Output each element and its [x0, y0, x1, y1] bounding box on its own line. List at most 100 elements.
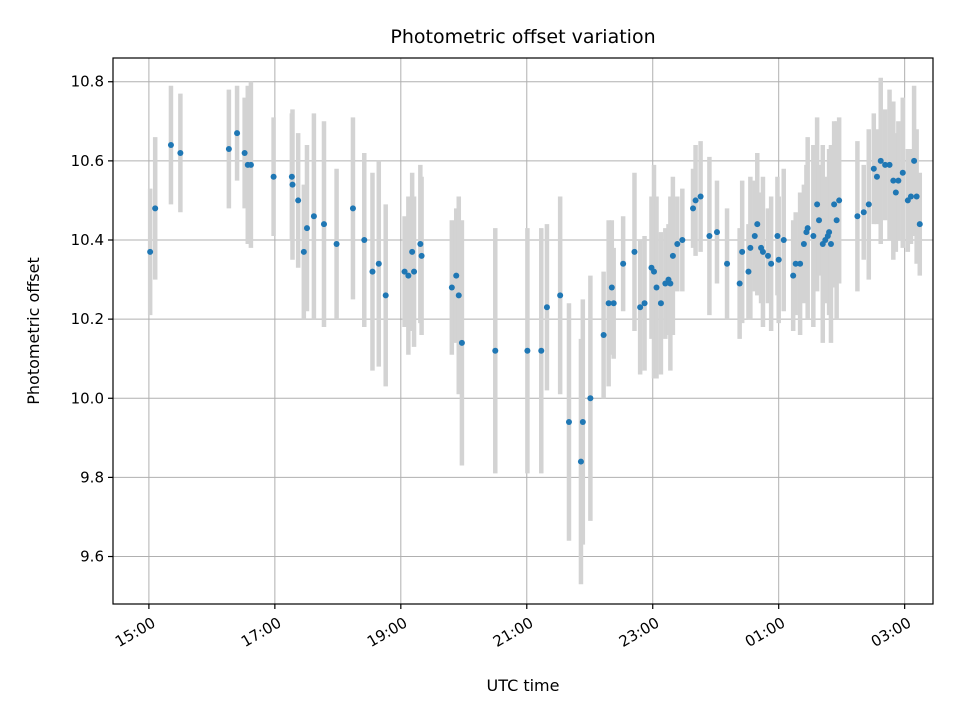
data-point — [747, 244, 754, 251]
data-point — [674, 240, 681, 247]
data-point — [405, 272, 412, 279]
data-point — [836, 197, 843, 204]
data-point — [152, 205, 159, 212]
data-point — [826, 229, 833, 236]
data-point — [913, 193, 920, 200]
data-point — [790, 272, 797, 279]
data-point — [759, 248, 766, 255]
data-point — [810, 233, 817, 240]
y-tick-label: 10.8 — [71, 73, 104, 91]
data-point — [409, 248, 416, 255]
data-point — [692, 197, 699, 204]
data-point — [605, 300, 612, 307]
data-point — [775, 256, 782, 263]
data-point — [697, 193, 704, 200]
data-point — [804, 225, 811, 232]
data-point — [690, 205, 697, 212]
data-point — [177, 149, 184, 156]
data-point — [895, 177, 902, 184]
data-point — [814, 201, 821, 208]
data-point — [167, 142, 174, 149]
chart-title: Photometric offset variation — [390, 26, 655, 48]
data-point — [631, 248, 638, 255]
data-point — [453, 272, 460, 279]
data-point — [827, 240, 834, 247]
data-point — [620, 260, 627, 267]
data-point — [247, 161, 254, 168]
data-point — [916, 221, 923, 228]
data-point — [865, 201, 872, 208]
data-point — [657, 300, 664, 307]
data-point — [349, 205, 356, 212]
data-point — [565, 419, 572, 425]
data-point — [745, 268, 752, 275]
data-point — [524, 347, 531, 354]
data-point — [557, 292, 564, 299]
data-point — [587, 395, 594, 402]
data-point — [800, 240, 807, 247]
data-point — [270, 173, 277, 180]
data-point — [637, 304, 644, 311]
data-point — [899, 169, 906, 176]
data-point — [320, 221, 327, 228]
data-point — [780, 237, 787, 243]
data-point — [455, 292, 462, 299]
data-point — [816, 217, 823, 224]
data-point — [241, 149, 248, 156]
data-point — [608, 284, 615, 291]
data-point — [860, 209, 867, 216]
data-point — [724, 260, 731, 267]
data-point — [792, 260, 799, 267]
data-point — [892, 189, 899, 196]
data-point — [411, 268, 418, 275]
data-point — [653, 284, 660, 291]
y-tick-label: 10.6 — [71, 152, 104, 170]
data-point — [492, 347, 499, 354]
data-point — [448, 284, 455, 291]
data-point — [713, 229, 720, 236]
data-point — [579, 419, 586, 425]
data-point — [669, 252, 676, 259]
data-point — [300, 248, 307, 255]
data-point — [418, 252, 425, 259]
data-point — [600, 331, 607, 338]
data-point — [417, 240, 424, 247]
y-tick-label: 9.8 — [80, 468, 104, 486]
data-point — [870, 165, 877, 172]
data-point — [458, 339, 465, 346]
plot-area-frame — [112, 57, 934, 605]
data-point — [375, 260, 382, 267]
data-points — [147, 130, 923, 465]
data-point — [310, 213, 317, 220]
y-axis-label: Photometric offset — [24, 257, 43, 405]
data-point — [774, 233, 781, 240]
data-point — [736, 280, 743, 287]
data-point — [303, 225, 310, 232]
data-point — [225, 146, 232, 152]
data-point — [833, 217, 840, 224]
data-point — [538, 347, 545, 354]
y-axis-ticks: 9.6 9.8 10.0 10.2 10.4 10.6 10.8 — [71, 73, 113, 566]
data-point — [911, 157, 918, 164]
y-tick-label: 10.4 — [71, 231, 104, 249]
y-tick-label: 9.6 — [80, 548, 104, 566]
data-point — [543, 304, 550, 311]
data-point — [577, 458, 584, 465]
data-point — [679, 237, 686, 243]
data-point — [706, 233, 713, 240]
data-point — [877, 157, 884, 164]
data-point — [401, 268, 408, 275]
data-point — [234, 130, 241, 137]
data-point — [751, 233, 758, 240]
data-point — [295, 197, 302, 204]
data-point — [831, 201, 838, 208]
data-point — [650, 268, 657, 275]
data-point — [369, 268, 376, 275]
x-axis-label: UTC time — [487, 676, 560, 695]
data-point — [610, 300, 617, 307]
data-point — [886, 161, 893, 168]
data-point — [907, 193, 914, 200]
data-point — [768, 260, 775, 267]
